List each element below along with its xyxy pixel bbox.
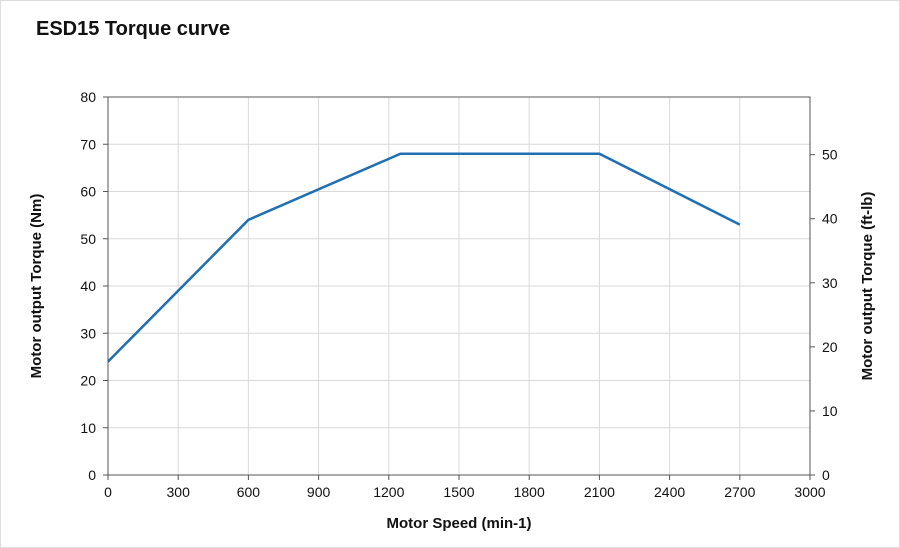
y-tick-label: 80: [80, 89, 96, 105]
x-tick-label: 2100: [584, 484, 615, 500]
x-tick-label: 0: [104, 484, 112, 500]
y-tick-label: 10: [80, 420, 96, 436]
y-axis-title: Motor output Torque (Nm): [28, 194, 45, 379]
y-tick-label: 20: [80, 373, 96, 389]
x-tick-label: 600: [237, 484, 261, 500]
y-tick-label: 50: [80, 231, 96, 247]
x-axis-title: Motor Speed (min-1): [387, 515, 532, 532]
y2-tick-label: 40: [822, 211, 838, 227]
x-tick-label: 1800: [514, 484, 545, 500]
y-tick-label: 30: [80, 325, 96, 341]
y2-axis-title: Motor output Torque (ft-lb): [859, 192, 876, 381]
chart-title: ESD15 Torque curve: [36, 18, 231, 40]
y-tick-label: 40: [80, 278, 96, 294]
y2-tick-label: 30: [822, 275, 838, 291]
y2-axis-ticks: 0 10 20 30 40 50: [810, 147, 838, 483]
y2-tick-label: 20: [822, 339, 838, 355]
x-tick-label: 900: [307, 484, 331, 500]
y-tick-label: 60: [80, 184, 96, 200]
y-axis-ticks: 0 10 20 30 40 50 60 70 80: [80, 89, 108, 483]
x-tick-label: 1200: [373, 484, 404, 500]
y2-tick-label: 10: [822, 403, 838, 419]
y2-tick-label: 0: [822, 467, 830, 483]
x-axis-ticks: 0 300 600 900 1200 1500 1800 2100 2400 2700 3000: [104, 475, 826, 500]
torque-series-line: [107, 152, 741, 363]
x-tick-label: 2400: [654, 484, 685, 500]
y-tick-label: 0: [88, 467, 96, 483]
x-tick-label: 3000: [794, 484, 825, 500]
x-tick-label: 2700: [724, 484, 755, 500]
x-tick-label: 1500: [443, 484, 474, 500]
y-tick-label: 70: [80, 136, 96, 152]
y2-tick-label: 50: [822, 147, 838, 163]
x-tick-label: 300: [167, 484, 191, 500]
